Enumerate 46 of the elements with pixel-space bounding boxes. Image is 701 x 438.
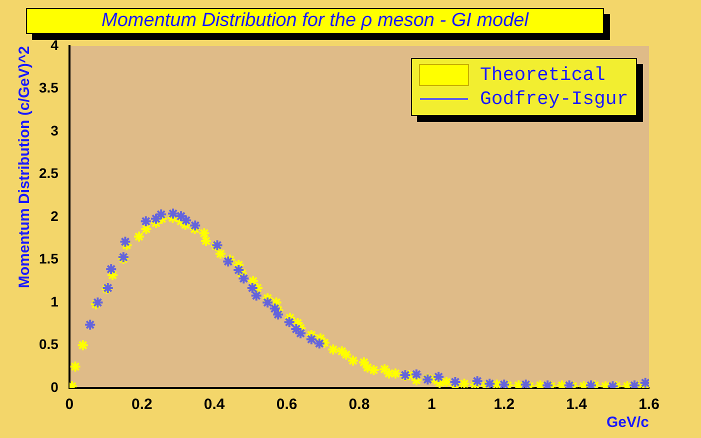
x-tick-label: 1.2 (494, 396, 515, 414)
point (432, 370, 445, 383)
point (246, 282, 258, 294)
y-tick-label: 3.5 (38, 80, 59, 96)
x-tick-label: 0.4 (204, 396, 226, 414)
x-tick-label: 1.4 (566, 396, 588, 414)
point (140, 215, 152, 228)
y-tick-label: 4 (50, 36, 59, 53)
point (449, 376, 462, 388)
x-tick-label: 0 (65, 396, 74, 414)
x-tick-label: 0.6 (276, 396, 298, 414)
y-tick-label: 1.5 (38, 250, 59, 267)
legend-label: Godfrey-Isgur (480, 88, 628, 110)
point (498, 378, 510, 388)
x-axis-title: GeV/c (606, 414, 649, 432)
point (167, 208, 180, 220)
point (262, 296, 274, 308)
point (305, 333, 318, 346)
y-tick-label: 0 (50, 378, 59, 395)
y-tick-label: 1 (50, 293, 59, 310)
point (155, 208, 168, 220)
point (520, 378, 532, 388)
x-tick-label: 0.2 (131, 396, 152, 414)
x-tick-label: 1 (428, 396, 436, 414)
x-tick-label: 1.6 (638, 396, 660, 414)
point (410, 368, 422, 380)
legend-label: Theoretical (480, 64, 606, 86)
y-tick-label: 2.5 (38, 165, 59, 182)
y-tick-label: 3 (50, 122, 59, 138)
point (105, 263, 118, 276)
chart-title: Momentum Distribution for the ρ meson - GI model (26, 8, 604, 34)
point (232, 264, 245, 276)
point (119, 236, 132, 248)
point (84, 318, 96, 331)
point (313, 338, 326, 350)
point (238, 272, 250, 285)
point (250, 290, 262, 302)
y-tick-label: 0.5 (38, 336, 59, 352)
y-axis-title: Momentum Distribution (c/GeV)^2 (16, 46, 34, 288)
point (283, 316, 296, 328)
point (150, 212, 162, 225)
point (484, 378, 496, 388)
x-tick-label: 0.8 (348, 396, 370, 414)
y-tick-label: 2 (50, 208, 59, 224)
point (471, 375, 484, 388)
point (189, 220, 202, 232)
